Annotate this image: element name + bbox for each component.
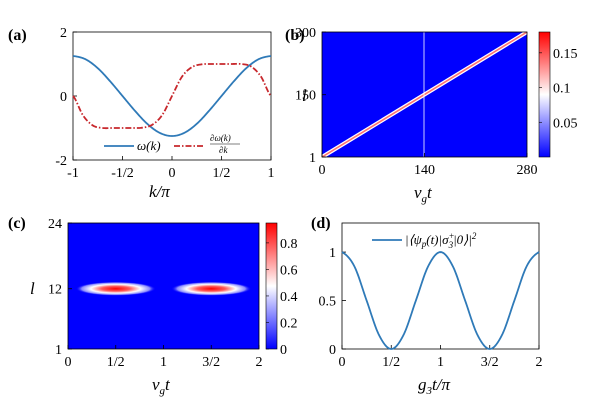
panel-d-ytick-label: 1 xyxy=(329,246,336,261)
panel-a-ytick-label: 2 xyxy=(60,26,67,41)
panel-b-xtick-label: 140 xyxy=(414,163,435,178)
panel-a-xlabel: k/π xyxy=(149,182,170,201)
panel-c-xtick-label: 0 xyxy=(65,355,72,370)
panel-c-yticks: 1 12 24 xyxy=(48,217,72,358)
panel-b-ytick-label: 300 xyxy=(295,26,316,41)
panel-c-ctick-label: 0.6 xyxy=(280,263,298,278)
panel-a-ytick-label: 0 xyxy=(60,90,67,105)
panel-a-label: (a) xyxy=(8,27,27,44)
panel-d-xtick-label: 3/2 xyxy=(481,355,499,370)
panel-c-blob xyxy=(75,281,156,296)
panel-b: (b) 0 140 280 1 150 300 l vgt 0.05 0.1 0.15 xyxy=(285,26,578,205)
panel-a-series-omega xyxy=(72,55,272,137)
panel-c-xtick-label: 1 xyxy=(160,355,167,370)
panel-a-xtick-label: -1 xyxy=(67,166,79,181)
panel-d-series-overlap xyxy=(341,251,540,350)
legend-label-omega: ω(k) xyxy=(137,138,161,153)
panel-a-xtick-label: 0 xyxy=(169,166,176,181)
panel-c-colorbar-ticks: 0 0.2 0.4 0.6 0.8 xyxy=(266,237,298,358)
panel-c-ctick-label: 0.8 xyxy=(280,237,298,252)
panel-c-ytick-label: 24 xyxy=(48,217,62,232)
panel-c-xtick-label: 3/2 xyxy=(202,355,220,370)
panel-a-xtick-label: 1/2 xyxy=(213,166,231,181)
panel-b-colorbar xyxy=(538,31,551,158)
panel-c-blobs xyxy=(75,281,252,296)
panel-c-ylabel: l xyxy=(30,279,35,298)
panel-c-xtick-label: 1/2 xyxy=(107,355,125,370)
legend-label-derivative-den: ∂k xyxy=(219,145,228,155)
panel-d-xtick-label: 1/2 xyxy=(382,355,400,370)
panel-d-label: (d) xyxy=(311,215,331,232)
panel-b-ridge xyxy=(321,31,528,158)
panel-c-colorbar xyxy=(265,222,278,350)
panel-a-ytick-label: -2 xyxy=(55,154,67,169)
panel-c-ctick-label: 0.4 xyxy=(280,290,298,305)
panel-c-ytick-label: 12 xyxy=(48,283,62,298)
panel-b-xticks: 0 140 280 xyxy=(319,153,538,178)
panel-a: (a) -1 -1/2 0 1/2 1 -2 0 2 k/π ω(k) ∂ω(k) ∂k xyxy=(8,26,275,201)
panel-d-ytick-label: 0.5 xyxy=(319,295,337,310)
panel-c-xtick-label: 2 xyxy=(256,355,263,370)
panel-d-ytick-label: 0 xyxy=(329,343,336,358)
panel-b-colorbar-ticks: 0.05 0.1 0.15 xyxy=(539,47,578,131)
panel-d: (d) 0 1/2 1 3/2 2 0 0.5 1 |⟨ψp(t)|σ+ 3|0⟩|2 g3t… xyxy=(311,215,543,397)
panel-b-xtick-label: 280 xyxy=(517,163,538,178)
panel-b-xlabel: vgt xyxy=(414,183,433,205)
panel-b-yticks: 1 150 300 xyxy=(295,26,326,166)
panel-d-xlabel: g3t/π xyxy=(418,375,450,397)
panel-d-xticks: 0 1/2 1 3/2 2 xyxy=(339,345,543,370)
panel-a-series-derivative xyxy=(72,62,272,130)
panel-c-ctick-label: 0.2 xyxy=(280,316,298,331)
panel-a-xtick-label: -1/2 xyxy=(111,166,134,181)
panel-b-ytick-label: 1 xyxy=(309,151,316,166)
panel-c-ytick-label: 1 xyxy=(55,343,62,358)
panel-c-xlabel: vgt xyxy=(152,375,171,397)
panel-c-label: (c) xyxy=(8,215,26,232)
panel-d-xtick-label: 0 xyxy=(339,355,346,370)
panel-b-ctick-label: 0.15 xyxy=(553,47,578,62)
panel-b-ctick-label: 0.1 xyxy=(553,82,571,97)
panel-a-xtick-label: 1 xyxy=(268,166,275,181)
legend-label-derivative-num: ∂ω(k) xyxy=(210,133,231,143)
panel-b-ylabel: l xyxy=(302,86,307,105)
panel-c-xticks: 0 1/2 1 3/2 2 xyxy=(65,345,263,370)
panel-d-legend: |⟨ψp(t)|σ+ 3|0⟩|2 xyxy=(372,231,477,250)
panel-d-xtick-label: 1 xyxy=(437,355,444,370)
panel-b-label: (b) xyxy=(285,27,305,44)
panel-c-ctick-label: 0 xyxy=(280,343,287,358)
panel-c: (c) 0 1/2 1 3/2 2 1 12 24 l vgt 0 0.2 0.4 0.6 0.8 xyxy=(8,215,298,397)
panel-c-blob xyxy=(171,281,252,296)
panel-d-xtick-label: 2 xyxy=(536,355,543,370)
panel-b-ctick-label: 0.05 xyxy=(553,116,578,131)
panel-a-xticks: -1 -1/2 0 1/2 1 xyxy=(67,156,275,181)
panel-b-ytick-label: 150 xyxy=(295,89,316,104)
panel-b-xtick-label: 0 xyxy=(319,163,326,178)
legend-label-overlap: |⟨ψp(t)|σ+ 3|0⟩|2 xyxy=(405,231,477,250)
panel-a-legend: ω(k) ∂ω(k) ∂k xyxy=(104,133,240,155)
